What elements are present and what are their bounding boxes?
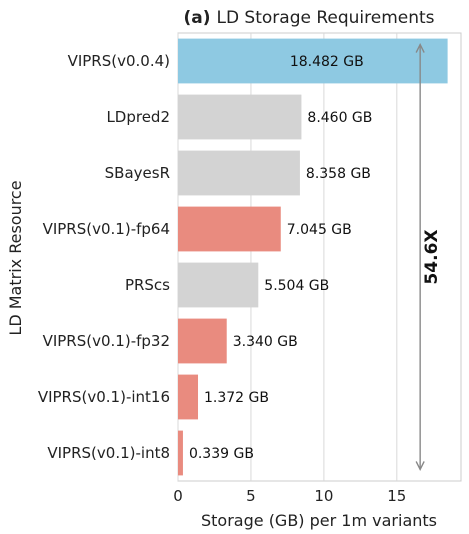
x-tick-label: 0 [173, 487, 183, 505]
bar [178, 374, 199, 420]
category-label: VIPRS(v0.1)-fp32 [43, 332, 170, 350]
x-tick-label: 10 [314, 487, 333, 505]
category-label: LDpred2 [106, 108, 170, 126]
bar [178, 430, 183, 476]
bars [178, 38, 448, 476]
category-label: VIPRS(v0.0.4) [68, 52, 170, 70]
chart-title-text: LD Storage Requirements [216, 8, 434, 28]
category-label: SBayesR [105, 164, 170, 182]
x-tick-labels: 0 5 10 15 [173, 487, 406, 505]
chart-title-prefix: (a) [183, 8, 210, 28]
bar [178, 206, 281, 252]
value-label: 0.339 GB [189, 446, 254, 462]
ratio-arrow-head-bottom [415, 461, 425, 471]
category-label: VIPRS(v0.1)-int8 [47, 444, 170, 462]
category-label: PRScs [125, 276, 170, 294]
bar [178, 150, 300, 196]
x-axis-label: Storage (GB) per 1m variants [201, 511, 437, 530]
value-label: 18.482 GB [290, 54, 364, 70]
x-tick-label: 5 [246, 487, 256, 505]
value-labels: 18.482 GB 8.460 GB 8.358 GB 7.045 GB 5.504 G… [189, 54, 372, 462]
y-axis-label: LD Matrix Resource [6, 180, 25, 335]
value-label: 7.045 GB [287, 222, 352, 238]
bar [178, 318, 227, 364]
chart-title: (a) LD Storage Requirements [183, 8, 434, 28]
bar [178, 94, 302, 140]
bar [178, 262, 259, 308]
category-label: VIPRS(v0.1)-int16 [38, 388, 170, 406]
category-labels: VIPRS(v0.0.4) LDpred2 SBayesR VIPRS(v0.1)-f… [38, 52, 170, 462]
ratio-annotation: 54.6X [415, 43, 442, 471]
bar [178, 38, 448, 84]
value-label: 5.504 GB [264, 278, 329, 294]
ratio-annotation-text: 54.6X [422, 229, 442, 284]
category-label: VIPRS(v0.1)-fp64 [43, 220, 170, 238]
value-label: 8.358 GB [306, 166, 371, 182]
value-label: 3.340 GB [233, 334, 298, 350]
ratio-arrow-head-top [415, 43, 425, 53]
x-tick-label: 15 [387, 487, 406, 505]
value-label: 8.460 GB [307, 110, 372, 126]
value-label: 1.372 GB [204, 390, 269, 406]
